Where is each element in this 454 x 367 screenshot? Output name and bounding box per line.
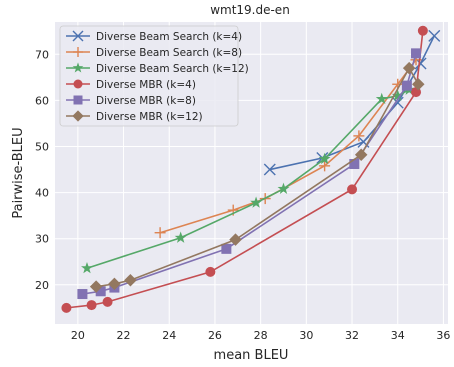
x-tick-label: 30 [299, 329, 313, 342]
legend-item: Diverse Beam Search (k=8) [66, 47, 242, 59]
legend-label: Diverse MBR (k=12) [96, 111, 203, 123]
data-point [375, 92, 388, 105]
data-point [428, 29, 441, 42]
data-point [277, 182, 290, 194]
data-point [72, 30, 84, 42]
x-tick-label: 36 [436, 329, 450, 342]
data-point [174, 231, 187, 243]
y-tick-label: 50 [35, 140, 49, 153]
data-point [349, 159, 360, 170]
data-point [61, 302, 72, 313]
data-point [250, 196, 263, 208]
data-point [402, 61, 416, 75]
data-point [353, 130, 365, 142]
data-point [124, 273, 137, 287]
data-point [86, 300, 97, 311]
data-point [72, 62, 84, 73]
y-axis-label: Pairwise-BLEU [11, 127, 26, 218]
data-point [73, 95, 83, 105]
data-point [318, 152, 331, 164]
x-axis-label: mean BLEU [214, 348, 289, 363]
data-point [391, 96, 404, 109]
data-point [412, 77, 425, 91]
x-tick-label: 34 [391, 329, 405, 342]
series-6 [89, 61, 425, 293]
data-point [102, 296, 113, 307]
data-point [347, 184, 358, 195]
data-point [411, 48, 422, 59]
data-point [205, 266, 216, 277]
data-point [229, 233, 242, 246]
data-point [391, 89, 404, 101]
data-point [73, 79, 83, 89]
data-point [72, 110, 84, 122]
legend-item: Diverse MBR (k=12) [66, 110, 203, 123]
y-tick-label: 20 [35, 279, 49, 292]
data-point [89, 280, 103, 293]
x-tick-labels: 20 22 24 26 28 30 32 34 36 [71, 329, 451, 342]
data-point [221, 243, 232, 254]
legend-label: Diverse Beam Search (k=8) [96, 47, 242, 59]
x-tick-label: 22 [117, 329, 131, 342]
series-line [269, 35, 436, 171]
legend-label: Diverse Beam Search (k=12) [96, 63, 249, 75]
data-point [95, 286, 106, 297]
x-tick-label: 26 [208, 329, 222, 342]
x-tick-label: 24 [162, 329, 176, 342]
legend-item: Diverse Beam Search (k=4) [66, 30, 242, 43]
data-point [77, 289, 88, 300]
legend: Diverse Beam Search (k=4) Diverse Beam Se… [59, 25, 249, 127]
legend-label: Diverse MBR (k=4) [96, 79, 196, 91]
y-tick-label: 60 [35, 94, 49, 107]
x-tick-label: 32 [345, 329, 359, 342]
data-point [263, 163, 276, 176]
legend-label: Diverse Beam Search (k=4) [96, 31, 242, 43]
legend-item: Diverse MBR (k=4) [66, 79, 196, 91]
x-tick-label: 28 [254, 329, 268, 342]
data-point [108, 277, 121, 291]
data-point [73, 47, 83, 57]
chart-title: wmt19.de-en [210, 3, 290, 17]
data-point [354, 148, 368, 162]
series-layer [61, 25, 441, 313]
data-point [154, 227, 166, 239]
y-tick-label: 70 [35, 48, 49, 61]
x-tick-label: 20 [71, 329, 85, 342]
data-point [417, 25, 428, 36]
legend-label: Diverse MBR (k=8) [96, 95, 196, 107]
data-point [401, 80, 412, 91]
y-tick-label: 40 [35, 187, 49, 200]
y-tick-labels: 20 30 40 50 60 70 [35, 48, 49, 292]
legend-box [59, 25, 239, 127]
legend-item: Diverse Beam Search (k=12) [66, 62, 249, 75]
data-point [319, 160, 331, 172]
data-point [81, 261, 93, 274]
legend-item: Diverse MBR (k=8) [66, 95, 196, 107]
y-tick-label: 30 [35, 233, 49, 246]
